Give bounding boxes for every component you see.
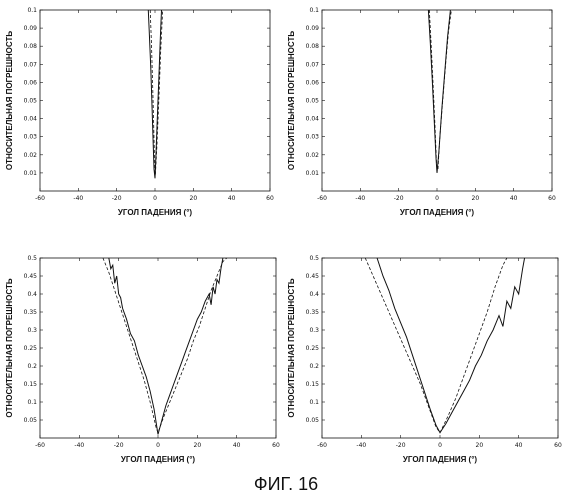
y-tick-label: 0.5: [309, 255, 319, 262]
y-tick-label: 0.25: [306, 345, 320, 352]
x-tick-label: 40: [233, 442, 241, 449]
x-tick-label: 20: [190, 195, 198, 202]
x-axis-label: УГОЛ ПАДЕНИЯ (°): [400, 208, 474, 217]
y-tick-label: 0.1: [27, 399, 37, 406]
y-tick-label: 0.25: [24, 345, 38, 352]
y-tick-label: 0.07: [24, 61, 38, 68]
chart-panel-top-right: -60 -40 -20 0 20 40 60 0.01 0.02 0.03 0.04 0.05 0.06…: [287, 7, 556, 217]
y-tick-label: 0.15: [24, 381, 38, 388]
y-tick-label: 0.02: [306, 152, 320, 159]
y-axis-label: ОТНОСИТЕЛЬНАЯ ПОГРЕШНОСТЬ: [287, 278, 296, 417]
x-tick-label: -20: [396, 442, 406, 449]
y-tick-label: 0.35: [306, 309, 320, 316]
x-tick-label: 20: [194, 442, 202, 449]
x-tick-label: 40: [228, 195, 236, 202]
y-tick-label: 0.04: [306, 116, 320, 123]
x-axis-label: УГОЛ ПАДЕНИЯ (°): [118, 208, 192, 217]
x-tick-label: 0: [435, 195, 439, 202]
x-tick-label: 0: [153, 195, 157, 202]
y-tick-label: 0.06: [24, 79, 38, 86]
x-tick-label: -20: [394, 195, 404, 202]
x-tick-label: -40: [73, 195, 83, 202]
y-tick-label: 0.01: [24, 170, 38, 177]
x-tick-label: -40: [355, 195, 365, 202]
y-tick-label: 0.4: [27, 291, 37, 298]
y-tick-label: 0.09: [24, 25, 38, 32]
x-tick-label: 60: [266, 195, 274, 202]
y-tick-label: 0.03: [24, 134, 38, 141]
y-tick-label: 0.3: [309, 327, 319, 334]
x-tick-label: -20: [112, 195, 122, 202]
y-tick-label: 0.15: [306, 381, 320, 388]
y-tick-label: 0.4: [309, 291, 319, 298]
x-tick-label: -60: [317, 195, 327, 202]
y-tick-label: 0.2: [309, 363, 319, 370]
x-tick-label: 60: [554, 442, 562, 449]
x-tick-label: 20: [472, 195, 480, 202]
series-line-dashed: [103, 258, 227, 433]
y-tick-label: 0.35: [24, 309, 38, 316]
y-tick-label: 0.05: [24, 98, 38, 105]
y-tick-label: 0.03: [306, 134, 320, 141]
plot-frame: [40, 10, 270, 191]
series-line-solid: [377, 258, 525, 433]
plot-frame: [322, 258, 558, 438]
y-tick-label: 0.01: [306, 170, 320, 177]
y-tick-label: 0.1: [27, 7, 37, 14]
y-tick-label: 0.05: [306, 417, 320, 424]
y-tick-label: 0.45: [24, 273, 38, 280]
y-tick-label: 0.1: [309, 399, 319, 406]
chart-panel-bottom-left: -60 -40 -20 0 20 40 60 0.05 0.1 0.15 0.2 0.25 0.3 0.3…: [5, 255, 280, 464]
x-tick-label: 40: [510, 195, 518, 202]
y-tick-label: 0.5: [27, 255, 37, 262]
y-axis-label: ОТНОСИТЕЛЬНАЯ ПОГРЕШНОСТЬ: [287, 31, 296, 170]
x-tick-label: -60: [35, 195, 45, 202]
x-axis-label: УГОЛ ПАДЕНИЯ (°): [121, 455, 195, 464]
x-tick-label: -20: [114, 442, 124, 449]
x-tick-label: -40: [356, 442, 366, 449]
x-tick-label: 40: [515, 442, 523, 449]
y-tick-label: 0.04: [24, 116, 38, 123]
series-line-solid: [148, 10, 161, 178]
x-tick-label: 60: [548, 195, 556, 202]
y-tick-label: 0.45: [306, 273, 320, 280]
plot-frame: [322, 10, 552, 191]
y-axis-label: ОТНОСИТЕЛЬНАЯ ПОГРЕШНОСТЬ: [5, 31, 14, 170]
y-tick-label: 0.1: [309, 7, 319, 14]
y-tick-label: 0.08: [24, 43, 38, 50]
x-tick-label: -40: [74, 442, 84, 449]
chart-panel-top-left: -60 -40 -20 0 20 40 60 0.01 0.02 0.03 0.04 0.05 0.06…: [5, 7, 274, 217]
y-tick-label: 0.05: [306, 98, 320, 105]
x-tick-label: 0: [156, 442, 160, 449]
x-axis-label: УГОЛ ПАДЕНИЯ (°): [403, 455, 477, 464]
y-tick-label: 0.05: [24, 417, 38, 424]
x-tick-label: 60: [272, 442, 280, 449]
y-tick-label: 0.06: [306, 79, 320, 86]
x-tick-label: -60: [317, 442, 327, 449]
plot-frame: [40, 258, 276, 438]
y-tick-label: 0.08: [306, 43, 320, 50]
series-line-solid: [109, 258, 223, 434]
x-tick-label: 0: [438, 442, 442, 449]
y-tick-label: 0.2: [27, 363, 37, 370]
chart-panel-bottom-right: -60 -40 -20 0 20 40 60 0.05 0.1 0.15 0.2 0.25 0.3 0.3…: [287, 255, 562, 464]
y-tick-label: 0.02: [24, 152, 38, 159]
y-tick-label: 0.07: [306, 61, 320, 68]
figure-caption: ФИГ. 16: [0, 474, 572, 495]
y-axis-label: ОТНОСИТЕЛЬНАЯ ПОГРЕШНОСТЬ: [5, 278, 14, 417]
y-tick-label: 0.09: [306, 25, 320, 32]
x-tick-label: -60: [35, 442, 45, 449]
y-tick-label: 0.3: [27, 327, 37, 334]
x-tick-label: 20: [476, 442, 484, 449]
